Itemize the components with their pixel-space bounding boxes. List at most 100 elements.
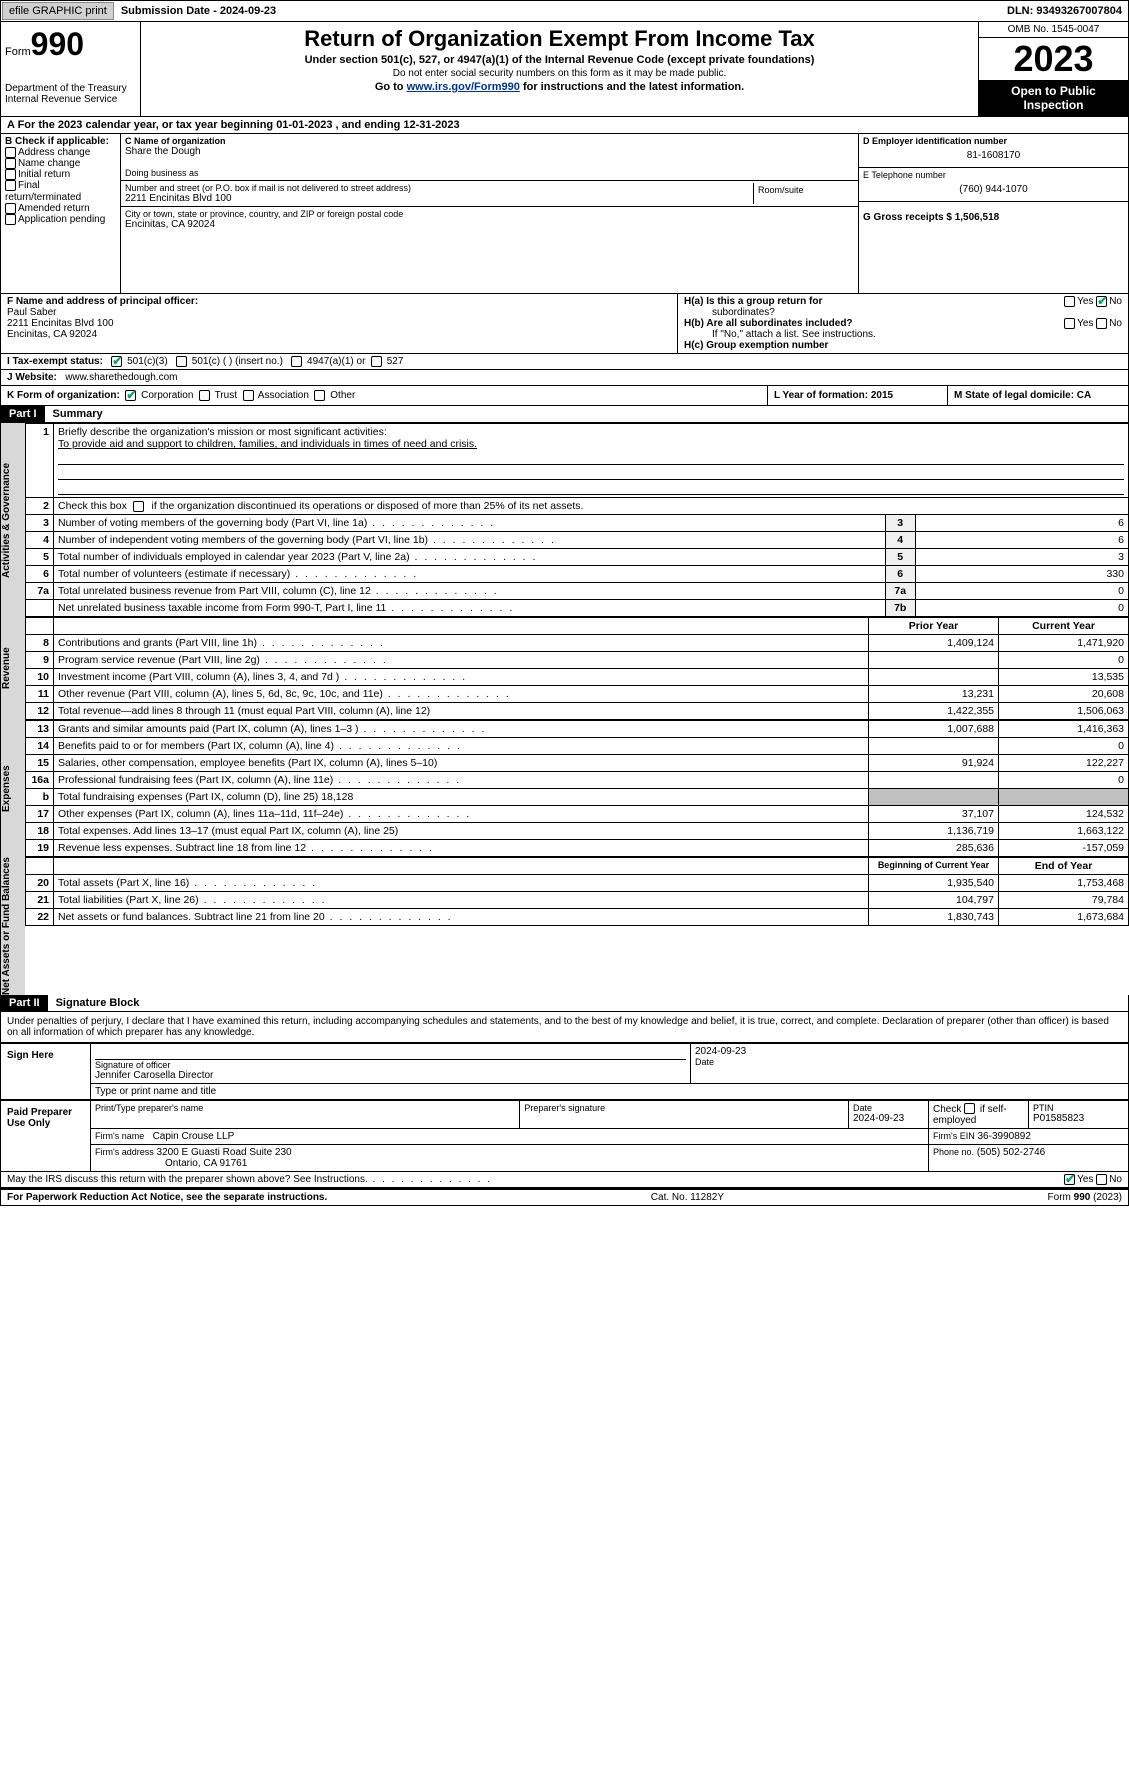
line1-label: Briefly describe the organization's miss… [58,426,387,438]
discuss-text: May the IRS discuss this return with the… [7,1174,492,1185]
firm-ein-label: Firm's EIN [933,1131,975,1141]
gov-ln-6: 6 [885,566,915,583]
exp-n-15: 15 [26,755,54,772]
net-t-20: Total assets (Part X, line 16) [58,877,317,889]
net-p-22: 1,830,743 [869,909,999,926]
website-value: www.sharethedough.com [65,372,177,383]
ck-ha-no[interactable] [1096,296,1107,307]
net-c-20: 1,753,468 [999,875,1129,892]
summary-expenses: Expenses 13Grants and similar amounts pa… [0,720,1129,857]
form-ssn-warning: Do not enter social security numbers on … [145,68,974,79]
exp-t-14: Benefits paid to or for members (Part IX… [58,740,462,752]
discuss-no: No [1109,1174,1122,1185]
net-n-21: 21 [26,892,54,909]
ck-assoc[interactable] [243,390,254,401]
ck-discuss-no[interactable] [1096,1174,1107,1185]
lbl-app-pending: Application pending [18,214,105,225]
ck-501c[interactable] [176,356,187,367]
net-n-22: 22 [26,909,54,926]
gov-n-3: 3 [26,515,54,532]
ck-trust[interactable] [199,390,210,401]
ck-discontinued[interactable] [133,501,144,512]
firm-ein: 36-3990892 [978,1131,1031,1142]
opt-other: Other [330,390,355,401]
sign-here-table: Sign Here Signature of officer Jennifer … [0,1043,1129,1100]
ck-hb-no[interactable] [1096,318,1107,329]
firm-addr-label: Firm's address [95,1147,154,1157]
ha-yes: Yes [1077,296,1093,307]
dept-treasury: Department of the Treasury Internal Reve… [5,83,136,105]
opt-527: 527 [387,356,404,367]
exp-c-13: 1,416,363 [999,721,1129,738]
rev-c-8: 1,471,920 [999,635,1129,652]
exp-t-13: Grants and similar amounts paid (Part IX… [58,723,486,735]
ck-other[interactable] [314,390,325,401]
firm-name-label: Firm's name [95,1131,144,1141]
ck-address-change[interactable] [5,147,16,158]
room-label: Room/suite [758,185,850,195]
vlabel-revenue: Revenue [1,617,25,720]
vlabel-net: Net Assets or Fund Balances [1,857,25,995]
efile-print-button[interactable]: efile GRAPHIC print [2,2,114,20]
ck-self-employed[interactable] [964,1103,975,1114]
gov-t-7b: Net unrelated business taxable income fr… [58,602,514,614]
lbl-final-return: Final return/terminated [5,181,81,203]
org-address: 2211 Encinitas Blvd 100 [125,193,753,204]
ck-final-return[interactable] [5,180,16,191]
rev-p-11: 13,231 [869,686,999,703]
net-p-20: 1,935,540 [869,875,999,892]
ck-name-change[interactable] [5,158,16,169]
open-to-public: Open to Public Inspection [979,80,1128,116]
officer-addr1: 2211 Encinitas Blvd 100 [7,318,114,329]
rev-p-12: 1,422,355 [869,703,999,720]
lbl-initial-return: Initial return [18,169,70,180]
exp-p-16a [869,772,999,789]
ck-ha-yes[interactable] [1064,296,1075,307]
ck-527[interactable] [371,356,382,367]
hb-yes: Yes [1077,318,1093,329]
ck-501c3[interactable] [111,356,122,367]
hdr-prior-year: Prior Year [869,618,999,635]
gov-v-6: 330 [915,566,1128,583]
type-name-label: Type or print name and title [91,1084,1129,1100]
line1-mission: To provide aid and support to children, … [58,438,477,450]
col-c-org-info: C Name of organization Share the Dough D… [121,134,858,293]
rev-n-12: 12 [26,703,54,720]
ck-corp[interactable] [125,390,136,401]
exp-p-13: 1,007,688 [869,721,999,738]
sig-date-label: Date [695,1057,1124,1067]
irs-link[interactable]: www.irs.gov/Form990 [407,81,520,93]
ck-hb-yes[interactable] [1064,318,1075,329]
hdr-end-year: End of Year [999,858,1129,875]
opt-assoc: Association [258,390,309,401]
m-state-domicile: M State of legal domicile: CA [954,390,1091,401]
exp-n-19: 19 [26,840,54,857]
exp-p-18: 1,136,719 [869,823,999,840]
sign-here-label: Sign Here [1,1044,91,1100]
exp-p-14 [869,738,999,755]
rev-t-11: Other revenue (Part VIII, column (A), li… [58,688,511,700]
opt-corp: Corporation [141,390,193,401]
section-bcd: B Check if applicable: Address change Na… [0,134,1129,294]
prep-name-label: Print/Type preparer's name [95,1103,515,1113]
ck-initial-return[interactable] [5,169,16,180]
sig-date: 2024-09-23 [695,1046,1124,1057]
ck-4947[interactable] [291,356,302,367]
i-label: I Tax-exempt status: [7,356,103,367]
rev-t-8: Contributions and grants (Part VIII, lin… [58,637,385,649]
net-t-22: Net assets or fund balances. Subtract li… [58,911,453,923]
firm-name: Capin Crouse LLP [153,1131,235,1142]
col-b-checkboxes: B Check if applicable: Address change Na… [1,134,121,293]
gov-n-7b [26,600,54,617]
form-number: 990 [31,26,84,62]
rev-n-10: 10 [26,669,54,686]
exp-t-16a: Professional fundraising fees (Part IX, … [58,774,461,786]
ck-app-pending[interactable] [5,214,16,225]
ck-amended-return[interactable] [5,203,16,214]
ck-discuss-yes[interactable] [1064,1174,1075,1185]
part1-badge: Part I [1,406,45,422]
exp-t-18: Total expenses. Add lines 13–17 (must eq… [58,825,398,837]
exp-16b: Total fundraising expenses (Part IX, col… [58,791,353,803]
form-subtitle: Under section 501(c), 527, or 4947(a)(1)… [145,54,974,66]
j-label: J Website: [7,372,57,383]
